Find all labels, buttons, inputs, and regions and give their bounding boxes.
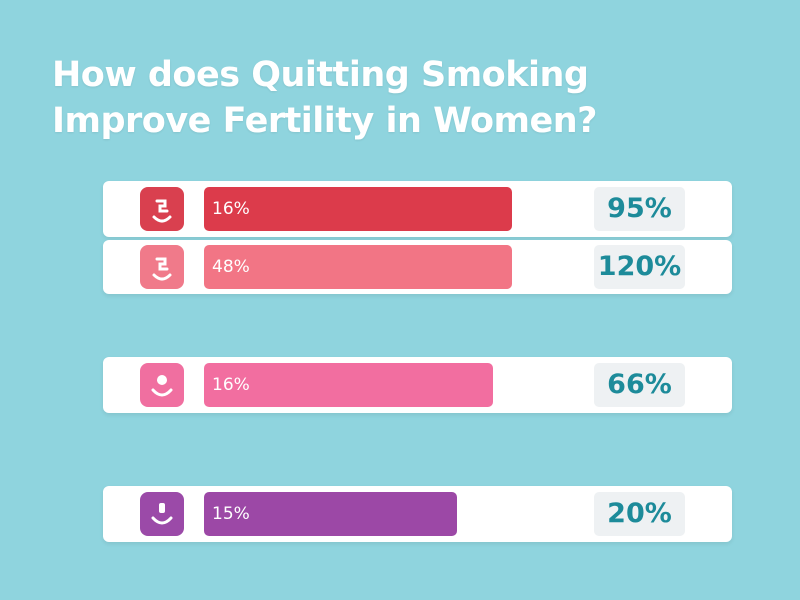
bar: 16% — [204, 187, 512, 231]
value: 66% — [594, 363, 685, 407]
row: 48% 120% — [103, 240, 732, 294]
bar: 15% — [204, 492, 457, 536]
row: 15% 20% — [103, 486, 732, 542]
bar: 16% — [204, 363, 493, 407]
bar: 48% — [204, 245, 512, 289]
value: 120% — [594, 245, 685, 289]
value: 20% — [594, 492, 685, 536]
row: 16% 95% — [103, 181, 732, 237]
icon — [140, 492, 184, 536]
icon — [140, 245, 184, 289]
icon — [140, 363, 184, 407]
icon — [140, 187, 184, 231]
value: 95% — [594, 187, 685, 231]
row: 16% 66% — [103, 357, 732, 413]
title: How does Quitting Smoking Improve Fertil… — [52, 55, 597, 141]
